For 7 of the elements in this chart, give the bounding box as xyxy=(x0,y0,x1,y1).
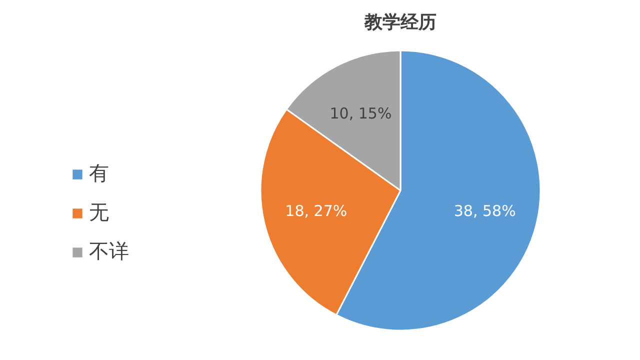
legend-label: 有 xyxy=(89,160,109,187)
data-label: 38, 58% xyxy=(454,202,516,220)
chart-title: 教学经历 xyxy=(364,12,436,33)
legend-label: 无 xyxy=(89,199,109,226)
data-label: 10, 15% xyxy=(330,104,392,122)
data-label: 18, 27% xyxy=(285,202,348,220)
legend-label: 不详 xyxy=(89,238,129,265)
